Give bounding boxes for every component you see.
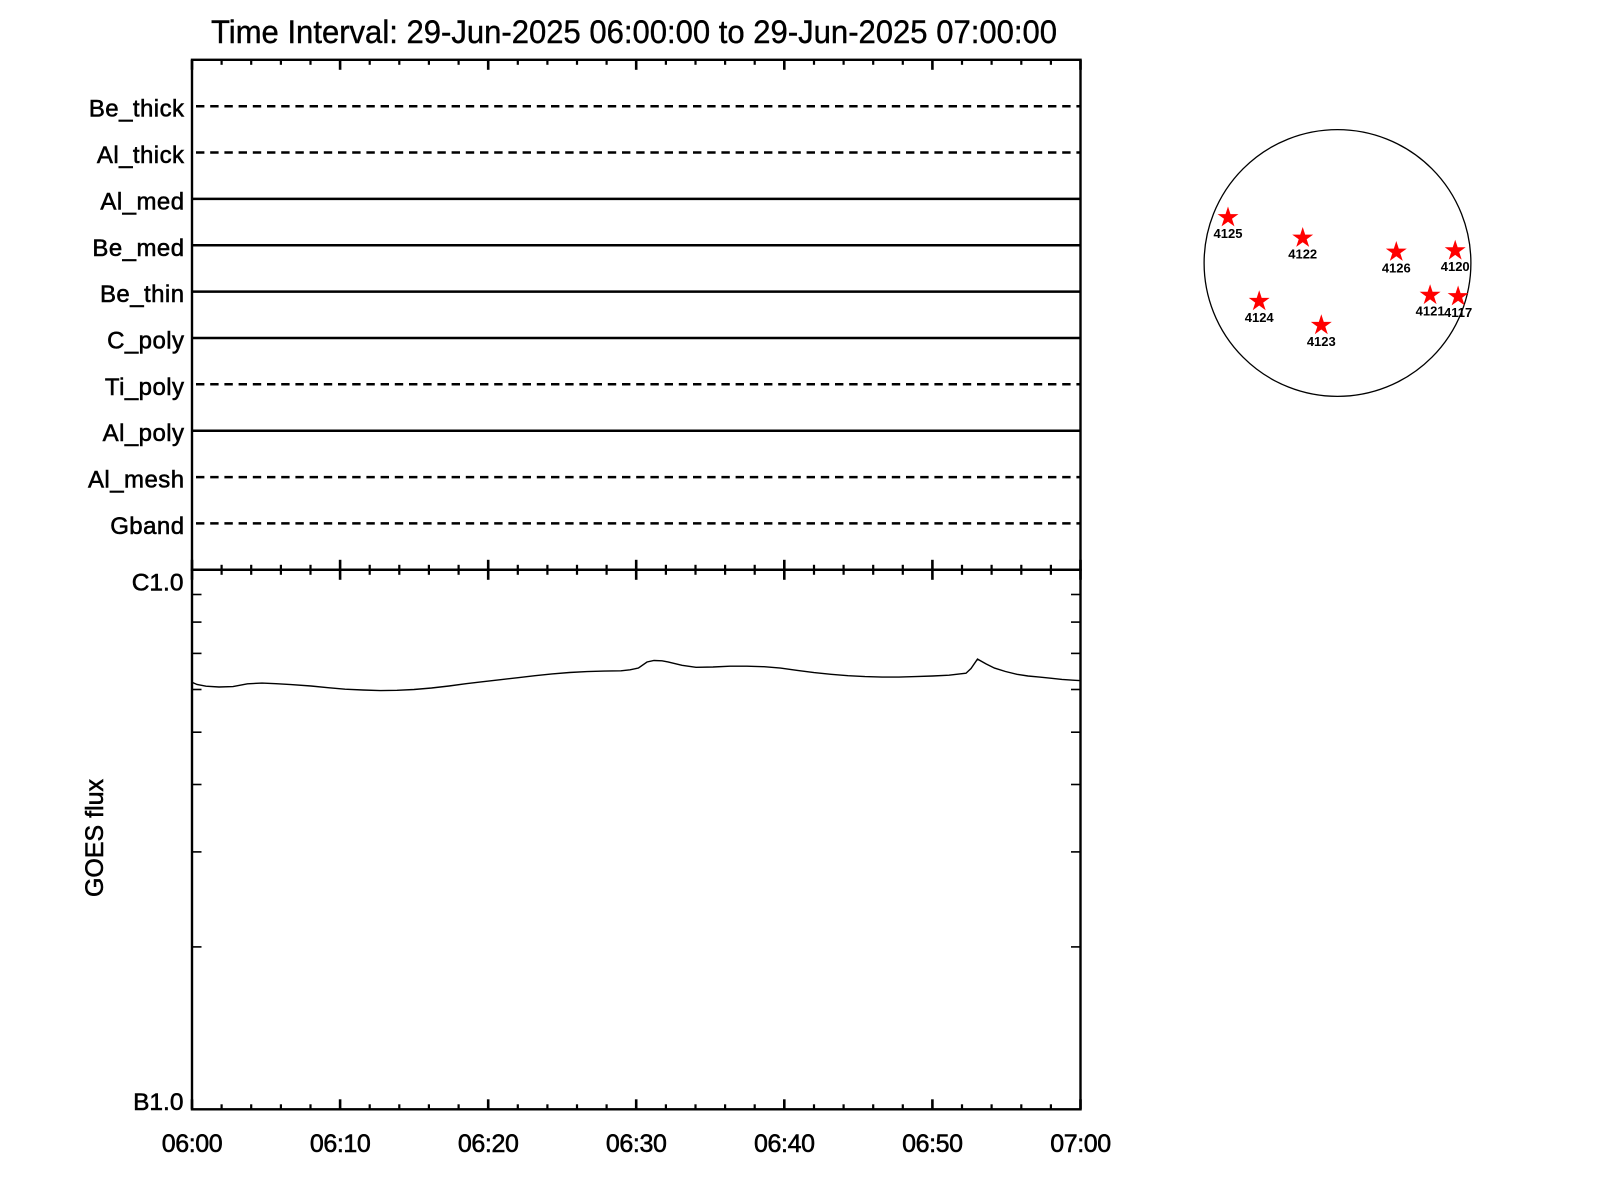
svg-text:06:30: 06:30 — [606, 1130, 667, 1158]
svg-text:B1.0: B1.0 — [133, 1089, 183, 1116]
svg-text:Al_mesh: Al_mesh — [88, 467, 185, 494]
svg-text:Be_med: Be_med — [92, 235, 184, 262]
svg-text:4122: 4122 — [1288, 247, 1317, 262]
svg-text:4121: 4121 — [1416, 304, 1445, 319]
svg-text:Time Interval: 29-Jun-2025 06:: Time Interval: 29-Jun-2025 06:00:00 to 2… — [211, 14, 1057, 50]
svg-text:Al_poly: Al_poly — [103, 420, 185, 447]
svg-text:C_poly: C_poly — [107, 328, 184, 355]
svg-text:06:50: 06:50 — [902, 1130, 963, 1158]
svg-text:Al_thick: Al_thick — [97, 142, 185, 169]
svg-text:4120: 4120 — [1441, 259, 1470, 274]
svg-text:4123: 4123 — [1307, 334, 1336, 349]
svg-text:Al_med: Al_med — [100, 188, 184, 215]
svg-text:4126: 4126 — [1382, 261, 1411, 276]
svg-text:Ti_poly: Ti_poly — [105, 374, 185, 401]
svg-text:06:40: 06:40 — [754, 1130, 815, 1158]
svg-text:07:00: 07:00 — [1050, 1130, 1111, 1158]
svg-text:Be_thin: Be_thin — [100, 281, 185, 308]
svg-text:4117: 4117 — [1444, 305, 1472, 320]
svg-text:4124: 4124 — [1245, 310, 1275, 325]
svg-text:GOES flux: GOES flux — [81, 778, 109, 897]
svg-text:4125: 4125 — [1214, 226, 1243, 241]
svg-text:06:00: 06:00 — [162, 1130, 223, 1158]
svg-text:Gband: Gband — [110, 513, 184, 540]
svg-text:C1.0: C1.0 — [132, 570, 184, 597]
svg-text:06:10: 06:10 — [310, 1130, 371, 1158]
svg-text:Be_thick: Be_thick — [89, 96, 185, 123]
svg-text:06:20: 06:20 — [458, 1130, 519, 1158]
